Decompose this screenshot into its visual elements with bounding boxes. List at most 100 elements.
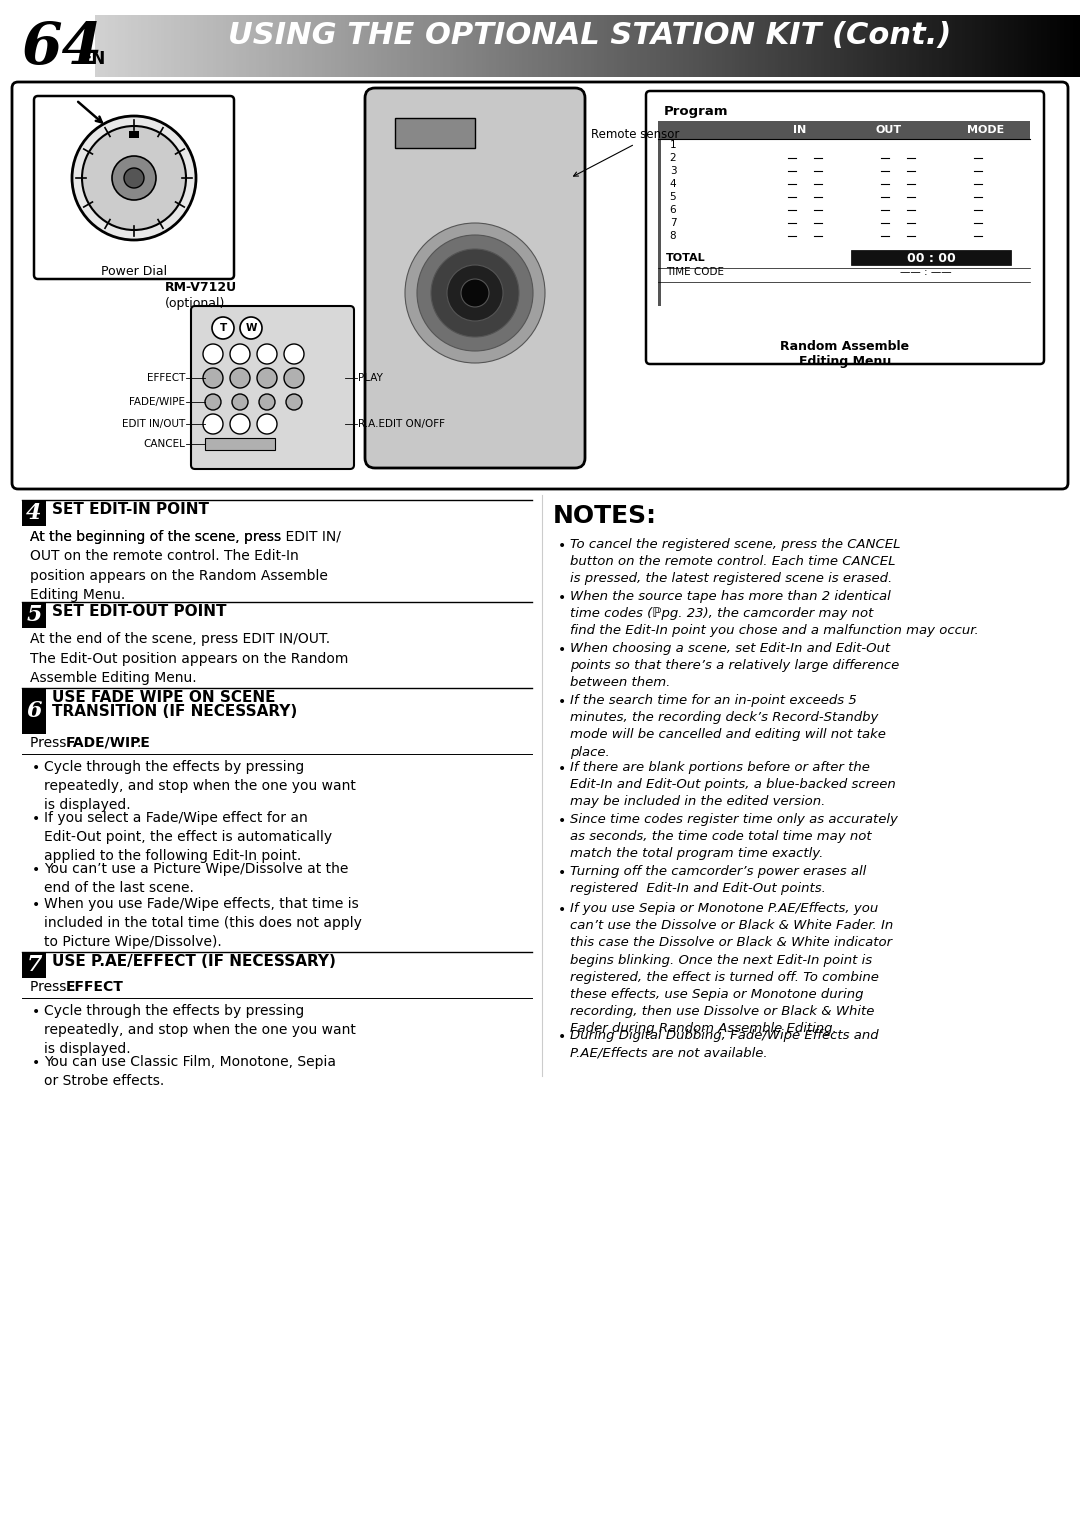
Text: USING THE OPTIONAL STATION KIT (Cont.): USING THE OPTIONAL STATION KIT (Cont.) [228, 21, 951, 51]
Bar [729, 15, 732, 77]
Bar [380, 15, 383, 77]
Text: At the beginning of the scene, press: At the beginning of the scene, press [30, 530, 285, 544]
Text: 00 : 00: 00 : 00 [907, 251, 956, 265]
Bar [985, 15, 988, 77]
Bar [647, 15, 650, 77]
Text: To cancel the registered scene, press the CANCEL
button on the remote control. E: To cancel the registered scene, press th… [570, 538, 901, 586]
Bar [768, 15, 771, 77]
Bar [853, 15, 856, 77]
Bar [190, 15, 193, 77]
Circle shape [212, 317, 234, 339]
Bar [203, 15, 206, 77]
Bar [341, 15, 345, 77]
Bar [791, 15, 795, 77]
Bar [821, 15, 824, 77]
Bar [781, 15, 784, 77]
Text: During Digital Dubbing, Fade/Wipe Effects and
P.AE/Effects are not available.: During Digital Dubbing, Fade/Wipe Effect… [570, 1029, 879, 1059]
Bar [332, 15, 335, 77]
Bar [279, 15, 282, 77]
Bar [1067, 15, 1070, 77]
Text: .: . [116, 980, 120, 993]
Bar [893, 15, 896, 77]
Bar [433, 15, 436, 77]
Bar [827, 15, 831, 77]
Text: Cycle through the effects by pressing
repeatedly, and stop when the one you want: Cycle through the effects by pressing re… [44, 760, 356, 812]
Bar [1024, 15, 1027, 77]
Bar [726, 15, 729, 77]
Bar [692, 15, 696, 77]
Bar [995, 15, 998, 77]
Text: •: • [32, 898, 40, 912]
Bar [531, 15, 535, 77]
Bar [233, 15, 237, 77]
Bar [951, 15, 955, 77]
Bar [486, 15, 489, 77]
FancyBboxPatch shape [12, 81, 1068, 489]
Bar [1077, 15, 1080, 77]
Bar [158, 15, 161, 77]
Bar [345, 15, 348, 77]
Bar [253, 15, 256, 77]
Bar [650, 15, 653, 77]
Bar [581, 15, 584, 77]
Bar [752, 15, 755, 77]
Bar [377, 15, 380, 77]
Text: 8: 8 [670, 231, 676, 241]
Bar [401, 15, 404, 77]
Bar [404, 15, 407, 77]
Bar [259, 15, 262, 77]
Bar [541, 15, 544, 77]
Bar [1011, 15, 1014, 77]
Bar [982, 15, 985, 77]
Text: •: • [558, 814, 566, 828]
Bar [742, 15, 745, 77]
Bar [863, 15, 866, 77]
Bar [991, 15, 995, 77]
Bar [184, 15, 187, 77]
Text: 1: 1 [670, 140, 676, 150]
Bar [617, 15, 620, 77]
Bar [716, 15, 719, 77]
Circle shape [286, 394, 302, 409]
Bar [873, 15, 877, 77]
Text: EFFECT: EFFECT [147, 373, 185, 383]
Bar [407, 15, 410, 77]
Text: IN: IN [793, 126, 806, 135]
Bar [509, 15, 512, 77]
Bar [1037, 15, 1041, 77]
Text: PLAY: PLAY [357, 373, 383, 383]
Bar [476, 15, 480, 77]
Text: When you use Fade/Wipe effects, that time is
included in the total time (this do: When you use Fade/Wipe effects, that tim… [44, 897, 362, 949]
Bar [660, 15, 663, 77]
Bar [262, 15, 266, 77]
Bar [394, 15, 397, 77]
Bar [811, 15, 814, 77]
Bar [351, 15, 354, 77]
Bar [167, 15, 171, 77]
Text: Editing Menu: Editing Menu [799, 356, 891, 368]
Bar [410, 15, 414, 77]
Circle shape [203, 343, 222, 363]
Text: •: • [32, 1006, 40, 1019]
Bar [312, 15, 315, 77]
Bar [620, 15, 623, 77]
Bar [145, 15, 148, 77]
Bar [1048, 15, 1051, 77]
Bar [676, 15, 679, 77]
Bar [975, 15, 978, 77]
Bar [246, 15, 249, 77]
Bar [913, 15, 916, 77]
Bar [528, 15, 531, 77]
Bar [689, 15, 692, 77]
Bar [456, 15, 459, 77]
Bar [288, 15, 292, 77]
Text: 5: 5 [670, 192, 676, 202]
Bar [758, 15, 761, 77]
Bar [272, 15, 275, 77]
Text: NOTES:: NOTES: [553, 504, 657, 527]
Text: At the beginning of the scene, press EDIT IN/
OUT on the remote control. The Edi: At the beginning of the scene, press EDI… [30, 530, 341, 602]
Bar [544, 15, 549, 77]
Text: MODE: MODE [967, 126, 1004, 135]
Circle shape [447, 265, 503, 320]
Text: •: • [32, 863, 40, 877]
